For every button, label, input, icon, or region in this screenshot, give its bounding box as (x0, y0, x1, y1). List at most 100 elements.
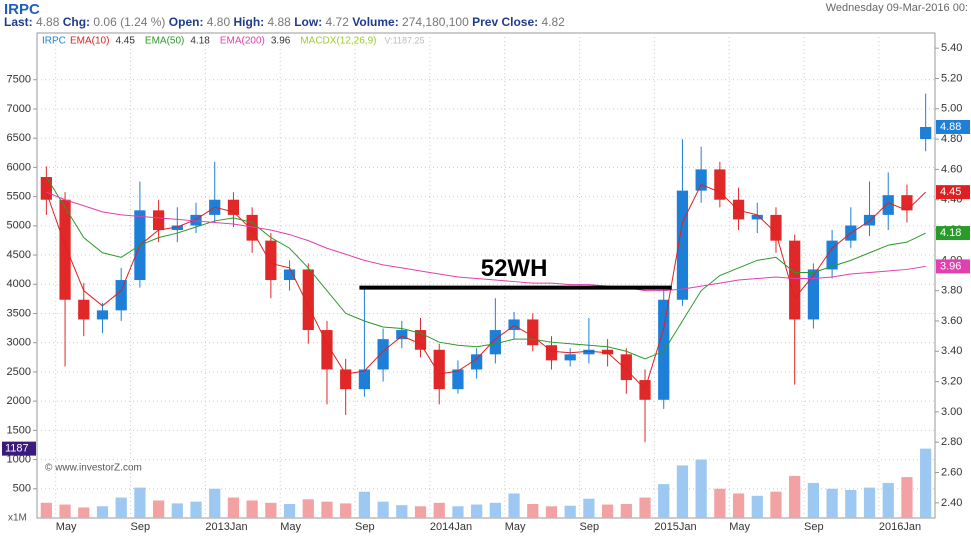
y2-tick-label: 4500 (7, 249, 31, 261)
quote-value: 4.80 (207, 15, 231, 29)
volume-bar (227, 497, 240, 518)
value-tag (936, 226, 970, 241)
x-tick-label: May (729, 521, 750, 533)
candle-body (115, 280, 127, 311)
y-tick-label: 3.40 (941, 345, 962, 357)
candle-body (265, 240, 277, 281)
candle-body (676, 190, 689, 300)
candle-body (246, 214, 258, 241)
volume-bar (190, 501, 202, 518)
legend-symbol: IRPC (42, 36, 66, 47)
candle-body (770, 214, 782, 241)
y2-tick-label: 6000 (7, 161, 31, 173)
candle-body (807, 269, 820, 320)
volume-tag-label: 1187 (5, 443, 29, 455)
legend-macd: MACDX(12,26,9) (300, 36, 376, 47)
candle-body (658, 299, 670, 400)
volume-bar (152, 500, 165, 518)
volume-bar (302, 499, 314, 518)
legend-value: 3.96 (271, 36, 291, 47)
volume-bar (508, 493, 520, 518)
value-tag-label: 4.88 (940, 121, 961, 133)
volume-bar (452, 506, 464, 518)
value-tag-label: 3.96 (940, 260, 961, 272)
candle-body (358, 369, 371, 390)
candle-body (396, 330, 408, 340)
x-tick-label: 2016Jan (879, 521, 921, 533)
volume-bar (601, 504, 614, 518)
y-tick-label: 3.20 (941, 376, 962, 388)
candle-body (227, 199, 240, 215)
y2-tick-label: 6500 (7, 132, 31, 144)
candle-body (489, 330, 501, 355)
volume-bar (901, 477, 913, 518)
candle-body (826, 240, 838, 270)
volume-bar (471, 504, 483, 518)
y2-tick-label: 3000 (7, 337, 31, 349)
volume-bar (826, 488, 838, 518)
candle-body (601, 349, 614, 355)
volume-bar (564, 505, 576, 518)
quote-value: 0.06 (1.24 %) (93, 15, 165, 29)
y-tick-label: 5.40 (941, 42, 962, 54)
candle-body (283, 269, 296, 281)
volume-bar (396, 505, 408, 518)
volume-bar (414, 506, 427, 518)
quote-line: Last: 4.88 Chg: 0.06 (1.24 %) Open: 4.80… (4, 15, 565, 29)
ema-line (45, 176, 926, 360)
volume-bar (863, 487, 876, 518)
y2-tick-label: 7500 (7, 74, 31, 86)
candle-body (471, 354, 483, 370)
x-tick-label: 2015Jan (654, 521, 696, 533)
candle-body (190, 214, 202, 226)
candle-body (545, 345, 558, 361)
volume-bar (620, 503, 632, 518)
quote-label: Low: (294, 15, 322, 29)
volume-tag (2, 441, 36, 456)
legend-name: EMA(50) (145, 36, 184, 47)
datetime: Wednesday 09-Mar-2016 00: (826, 2, 968, 14)
volume-bar (714, 488, 726, 518)
annotation-label: 52WH (481, 255, 548, 282)
volume-bar (639, 497, 651, 518)
quote-value: 4.88 (36, 15, 60, 29)
candle-body (789, 240, 801, 320)
y-tick-label: 3.00 (941, 406, 962, 418)
x-tick-label: Sep (355, 521, 375, 533)
volume-bar (807, 482, 820, 518)
y-tick-label: 2.60 (941, 466, 962, 478)
y2-tick-label: 2500 (7, 366, 31, 378)
volume-bar (134, 487, 146, 518)
x-tick-label: May (505, 521, 526, 533)
volume-bar (340, 503, 352, 518)
candle-body (714, 169, 726, 200)
y2-tick-label: 7000 (7, 103, 31, 115)
candle-body (96, 310, 109, 320)
value-tag (936, 259, 970, 274)
legend-value: 4.45 (115, 36, 135, 47)
x-tick-label: May (56, 521, 77, 533)
quote-value: 274,180,100 (402, 15, 469, 29)
candle-body (920, 126, 932, 140)
candle-body (78, 299, 90, 320)
value-tag (936, 185, 970, 200)
volume-bar (676, 465, 689, 518)
quote-value: 4.82 (542, 15, 566, 29)
candle-body (732, 199, 745, 220)
candle-body (508, 319, 520, 331)
x-tick-label: Sep (131, 521, 151, 533)
volume-bar (770, 491, 782, 518)
candle-body (59, 199, 71, 300)
candle-body (583, 349, 595, 355)
legend-name: EMA(10) (70, 36, 109, 47)
volume-bar (246, 500, 258, 518)
volume-bar (845, 489, 857, 518)
candle-body (620, 354, 632, 381)
y2-tick-label: 4000 (7, 278, 31, 290)
symbol: IRPC (4, 1, 40, 18)
legend-name: EMA(200) (220, 36, 265, 47)
y-tick-label: 5.00 (941, 103, 962, 115)
volume-bar (732, 493, 745, 518)
volume-bar (321, 501, 333, 518)
